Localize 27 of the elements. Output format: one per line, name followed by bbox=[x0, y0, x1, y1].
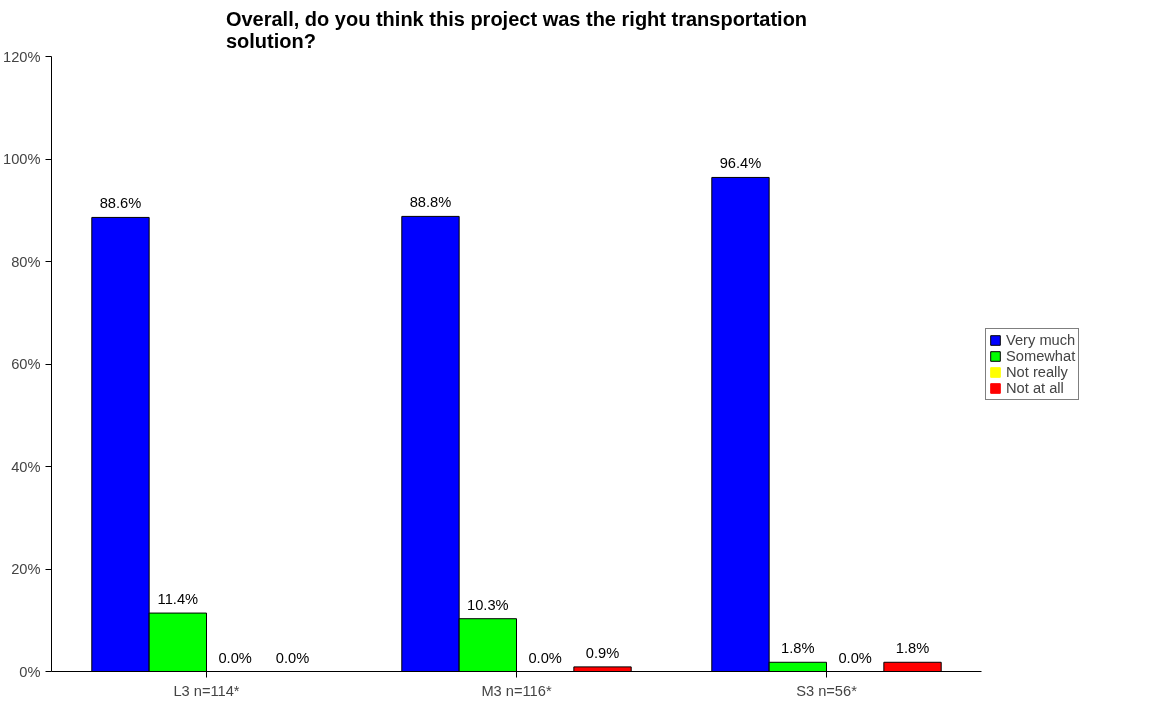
y-tick-label: 0% bbox=[19, 663, 41, 680]
data-label: 10.3% bbox=[467, 596, 509, 613]
legend-label: Not at all bbox=[1006, 379, 1064, 396]
y-tick-label: 80% bbox=[11, 253, 41, 270]
legend-label: Not really bbox=[1006, 363, 1068, 380]
y-tick-label: 100% bbox=[3, 151, 41, 167]
data-label: 0.0% bbox=[838, 649, 872, 666]
data-label: 11.4% bbox=[157, 591, 199, 608]
legend-label: Very much bbox=[1006, 331, 1076, 348]
y-tick-label: 120% bbox=[3, 48, 41, 65]
data-label: 88.6% bbox=[99, 195, 142, 212]
chart-title: Overall, do you think this project was the right transportation solution? bbox=[225, 7, 808, 52]
x-tick-label: M3 n=116* bbox=[481, 682, 552, 699]
data-label: 96.4% bbox=[719, 155, 762, 172]
y-tick-label: 20% bbox=[11, 561, 41, 577]
data-label: 1.8% bbox=[781, 640, 815, 657]
data-label: 0.9% bbox=[585, 644, 620, 661]
legend-label: Somewhat bbox=[1006, 347, 1076, 364]
x-tick-label: L3 n=114* bbox=[173, 682, 240, 699]
y-tick-label: 60% bbox=[11, 356, 41, 372]
y-tick-label: 40% bbox=[11, 458, 41, 475]
data-label: 0.0% bbox=[218, 649, 252, 666]
data-label: 1.8% bbox=[895, 640, 930, 657]
data-label: 0.0% bbox=[528, 649, 562, 666]
x-tick-label: S3 n=56* bbox=[796, 682, 858, 699]
data-label: 0.0% bbox=[275, 649, 310, 666]
data-label: 88.8% bbox=[409, 194, 452, 211]
